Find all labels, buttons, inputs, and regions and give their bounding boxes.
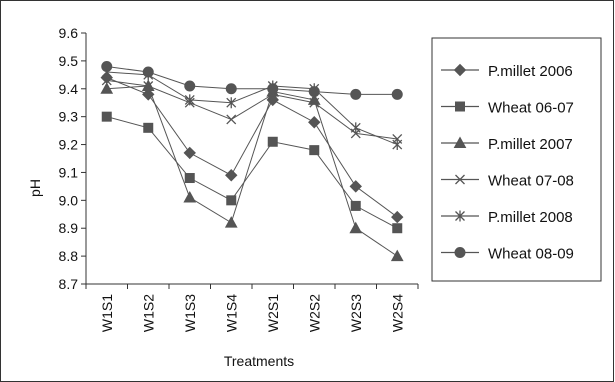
data-point bbox=[143, 81, 154, 91]
data-point bbox=[101, 60, 113, 72]
data-point bbox=[184, 80, 196, 92]
data-point bbox=[267, 136, 278, 147]
legend-label: P.millet 2008 bbox=[488, 209, 573, 226]
x-tick-label: W2S2 bbox=[306, 294, 322, 332]
data-point bbox=[309, 145, 320, 156]
data-point bbox=[225, 83, 237, 95]
legend: P.millet 2006 Wheat 06-07 P.millet 2007 Whe… bbox=[431, 37, 602, 282]
data-point bbox=[142, 88, 155, 101]
legend-label: P.millet 2007 bbox=[488, 136, 573, 153]
data-point bbox=[267, 83, 279, 95]
series-layer bbox=[100, 60, 404, 262]
y-tick-label: 9.3 bbox=[59, 109, 79, 125]
data-point bbox=[101, 111, 112, 122]
legend-item: P.millet 2007 bbox=[441, 136, 573, 153]
legend-box bbox=[431, 37, 602, 282]
data-point bbox=[183, 146, 196, 160]
y-tick-label: 9.2 bbox=[59, 137, 79, 153]
data-point bbox=[100, 82, 114, 94]
series-line bbox=[106, 85, 398, 257]
data-point bbox=[350, 200, 361, 211]
data-point bbox=[226, 114, 237, 125]
data-point bbox=[143, 122, 154, 133]
axes: 8.7 8.8 8.9 9.0 9.1 9.2 9.3 9.4 9.5 9.6 W1S1 W1S2 W1… bbox=[59, 25, 419, 332]
legend-label: P.millet 2006 bbox=[488, 63, 573, 80]
data-point bbox=[392, 139, 403, 151]
series-wheat-06-07 bbox=[101, 111, 403, 234]
data-point bbox=[226, 195, 237, 206]
y-tick-label: 9.5 bbox=[59, 53, 79, 69]
y-tick-label: 8.9 bbox=[59, 220, 79, 236]
data-point bbox=[392, 223, 403, 234]
y-tick-label: 8.7 bbox=[59, 276, 79, 292]
x-tick-label: W1S2 bbox=[140, 294, 156, 332]
data-point bbox=[350, 88, 362, 100]
x-tick-label: W1S1 bbox=[99, 294, 115, 332]
legend-marker bbox=[453, 63, 467, 77]
data-point bbox=[226, 97, 237, 109]
y-tick-label: 9.0 bbox=[59, 192, 79, 208]
data-point bbox=[308, 116, 321, 129]
x-tick-label: W2S4 bbox=[389, 294, 405, 332]
legend-item: P.millet 2006 bbox=[441, 63, 573, 80]
data-point bbox=[309, 97, 320, 108]
y-tick-label: 9.1 bbox=[59, 164, 79, 180]
data-point bbox=[225, 169, 238, 182]
data-point bbox=[391, 210, 404, 224]
legend-item: Wheat 06-07 bbox=[441, 100, 574, 117]
data-point bbox=[390, 249, 404, 262]
y-axis-label: pH bbox=[27, 179, 43, 197]
legend-marker bbox=[455, 101, 465, 112]
legend-label: Wheat 07-08 bbox=[488, 173, 574, 190]
data-point bbox=[142, 66, 154, 78]
data-point bbox=[308, 86, 320, 98]
series-line bbox=[106, 65, 398, 95]
series-wheat-07-08 bbox=[101, 75, 403, 144]
data-point bbox=[101, 75, 112, 86]
legend-marker bbox=[455, 210, 465, 222]
legend-marker bbox=[453, 136, 467, 148]
legend-label: Wheat 08-09 bbox=[488, 246, 574, 263]
x-tick-label: W1S4 bbox=[223, 294, 239, 332]
x-axis-label: Treatments bbox=[224, 353, 294, 369]
series-line bbox=[106, 79, 398, 140]
data-point bbox=[224, 216, 238, 228]
legend-marker bbox=[455, 174, 465, 185]
data-point bbox=[350, 122, 361, 134]
legend-marker bbox=[454, 247, 466, 258]
legend-item: Wheat 07-08 bbox=[441, 173, 574, 190]
data-point bbox=[183, 191, 197, 203]
data-point bbox=[391, 88, 403, 100]
legend-item: P.millet 2008 bbox=[441, 209, 573, 226]
data-point bbox=[184, 94, 195, 106]
x-tick-label: W1S3 bbox=[182, 294, 198, 332]
legend-label: Wheat 06-07 bbox=[488, 100, 574, 117]
data-point bbox=[349, 180, 362, 193]
data-point bbox=[184, 173, 195, 184]
x-tick-label: W2S1 bbox=[265, 294, 281, 332]
legend-item: Wheat 08-09 bbox=[441, 246, 574, 263]
y-tick-label: 8.8 bbox=[59, 248, 79, 264]
series-line bbox=[106, 116, 398, 229]
data-point bbox=[349, 221, 363, 234]
series-line bbox=[106, 71, 398, 146]
y-tick-label: 9.4 bbox=[59, 81, 79, 97]
x-tick-label: W2S3 bbox=[348, 294, 364, 332]
y-tick-label: 9.6 bbox=[59, 25, 79, 41]
series-wheat-08-09 bbox=[101, 60, 403, 100]
